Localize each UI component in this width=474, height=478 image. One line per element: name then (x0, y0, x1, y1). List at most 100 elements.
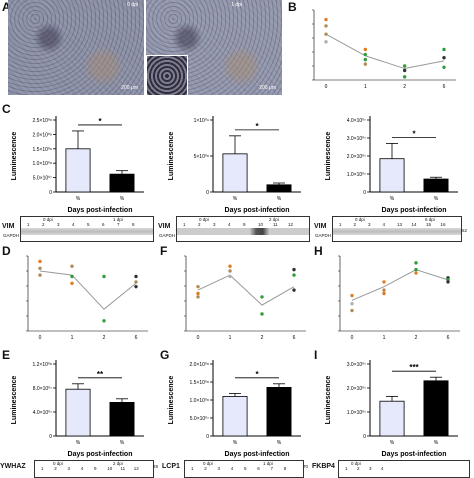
panel-label-c: C (2, 102, 11, 116)
blot-e: 0 dpi 2 dpi 1 2 3 4 9 10 11 12 (34, 460, 154, 478)
y-tick-label: 2.0×10⁰⁷ (347, 154, 366, 160)
significance-marker: * (98, 117, 102, 126)
micrograph-inset (146, 55, 188, 95)
data-point (134, 280, 138, 284)
x-tick-label: 6 (293, 335, 296, 341)
x-axis-label: Days post-infection (382, 451, 447, 458)
lane-number: 6 (102, 222, 105, 227)
x-tick-label: % (120, 196, 125, 202)
lane-number: 5 (244, 466, 247, 471)
lane-number: 5 (87, 222, 90, 227)
data-point (442, 56, 446, 60)
blot-c3: 0 dpi 6 dpi 1 2 3 4 13 14 15 16 GAPDH (315, 216, 462, 242)
panel-label-e: E (2, 348, 11, 362)
data-point (102, 274, 106, 279)
x-tick-label: % (120, 440, 125, 446)
x-tick-label: % (277, 196, 282, 202)
significance-marker: ** (97, 370, 104, 379)
bar (109, 173, 135, 193)
panel-label-i: I (314, 348, 318, 362)
lane-number: 3 (57, 222, 60, 227)
x-axis-label: Days post-infection (225, 451, 290, 458)
x-tick-label: 6 (443, 84, 446, 90)
data-point (402, 75, 407, 79)
significance-marker: * (255, 370, 259, 379)
data-point (382, 288, 386, 292)
bar (65, 388, 91, 437)
x-tick-label: % (434, 196, 439, 202)
data-point (382, 291, 386, 296)
lane-number: 1 (41, 466, 44, 471)
y-tick-label: 0 (49, 190, 52, 196)
lane-number: 8 (132, 222, 135, 227)
lane-number: 11 (120, 466, 126, 471)
significance-marker: *** (409, 363, 419, 372)
x-tick-label: % (390, 440, 395, 446)
blot-c2-gapdh: GAPDH (159, 233, 176, 238)
lane-number: 9 (94, 466, 97, 471)
lane-number: 3 (217, 466, 221, 471)
significance-marker: * (255, 122, 259, 131)
lane-number: 13 (397, 222, 403, 227)
chart-f: 0 1 2 6 (184, 255, 306, 341)
blot-g-marker: 70 (303, 464, 309, 469)
x-tick-label: 6 (135, 335, 138, 341)
x-tick-label: % (434, 440, 439, 446)
lane-number: 3 (368, 222, 371, 227)
significance-marker: * (412, 129, 416, 138)
x-tick-label: 2 (403, 84, 406, 90)
data-point (228, 274, 232, 279)
micrograph-right: 1 dpi 200 μm (146, 0, 282, 95)
lane-number: 15 (426, 222, 432, 227)
y-tick-label: 1.5×10⁰⁸ (32, 147, 52, 153)
y-axis-label: Luminescence (325, 132, 332, 181)
chart-c3: Luminescence 0 1.0×10⁰⁷ 2.0×10⁰⁷ 3.0×10⁰⁷ 4.0… (325, 116, 458, 214)
blot-c1-right-hdr: 1 dpi (113, 217, 123, 222)
panel-label-a: A (2, 0, 11, 14)
bar (423, 380, 449, 437)
blot-e-left-hdr: 0 dpi (53, 461, 63, 466)
data-point (134, 284, 138, 289)
lane-number: 2 (357, 466, 360, 471)
y-tick-label: 2.0×10⁰⁸ (32, 132, 52, 138)
chart-d: 0 1 2 6 (26, 255, 148, 341)
lane-number: 3 (213, 222, 216, 227)
x-tick-label: % (76, 440, 81, 446)
data-point (324, 40, 328, 44)
blot-c2-right-hdr: 2 dpi (269, 217, 279, 222)
data-point (324, 17, 328, 22)
y-tick-label: 5.0×10⁰⁷ (190, 416, 209, 422)
y-axis-label: Luminescence (168, 376, 175, 425)
blot-e-right-hdr: 2 dpi (113, 461, 123, 466)
lane-number: 7 (117, 222, 120, 227)
blot-c1-gapdh: GAPDH (3, 233, 20, 238)
data-point (38, 273, 42, 277)
blot-c3-protein: VIM (314, 223, 327, 230)
x-tick-label: 2 (415, 335, 418, 341)
panel-label-b: B (288, 0, 297, 14)
panel-label-g: G (160, 348, 170, 362)
data-point (292, 267, 296, 272)
x-axis-label: Days post-infection (225, 207, 290, 214)
y-tick-label: 0 (206, 434, 209, 440)
x-axis-label: Days post-infection (68, 451, 133, 458)
data-point (324, 32, 328, 36)
lane-number: 9 (243, 222, 246, 227)
micrograph-right-tag: 1 dpi (231, 2, 242, 8)
x-tick-label: 6 (447, 335, 450, 341)
lane-number: 10 (258, 222, 264, 227)
chart-h: 0 1 2 6 (338, 255, 460, 341)
chart-b: 0 1 2 6 (312, 9, 456, 90)
lane-number: 1 (27, 222, 30, 227)
y-tick-label: 5.0×10⁰⁷ (33, 176, 52, 182)
lane-number: 2 (54, 466, 57, 471)
trend-line (351, 269, 449, 301)
scale-bar-right: 200 μm (259, 85, 276, 91)
lane-number: 2 (353, 222, 357, 227)
lane-number: 12 (288, 222, 294, 227)
panel-label-h: H (314, 244, 323, 258)
data-point (442, 47, 446, 52)
lane-number: 4 (382, 222, 386, 227)
y-tick-label: 0 (363, 434, 366, 440)
x-tick-label: 0 (197, 335, 200, 341)
